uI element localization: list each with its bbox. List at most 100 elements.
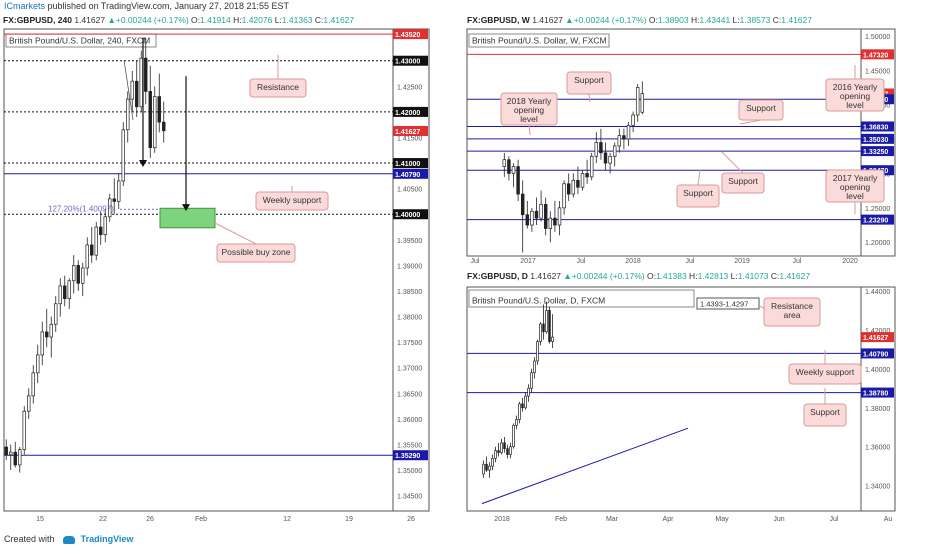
callout-text: Support	[574, 75, 604, 85]
trend-line	[481, 427, 689, 505]
callout-pointer	[721, 151, 744, 174]
candle-body	[521, 403, 524, 409]
y-tick-label: 1.50000	[865, 34, 890, 41]
header-high: 1.42076	[241, 15, 273, 25]
header-symbol: FX:GBPUSD, D	[467, 271, 528, 281]
candle-body	[635, 87, 640, 116]
level-label: 1.35030	[863, 137, 888, 144]
callout-box	[721, 172, 765, 194]
candle-body	[551, 336, 554, 342]
level-label-box	[861, 121, 894, 132]
publisher-brand[interactable]: ICmarkets	[4, 1, 46, 11]
callout-text: 2016 Yearly	[833, 82, 878, 92]
header-change: ▲+0.00244 (+0.17%)	[565, 15, 647, 25]
candle-body	[482, 463, 485, 475]
candle-body	[36, 354, 40, 374]
x-tick-label: 15	[36, 516, 44, 523]
candle-body	[507, 159, 511, 174]
candle-body	[485, 463, 488, 471]
candle-body	[594, 142, 599, 157]
callout-box	[788, 363, 862, 385]
candle-body	[640, 93, 645, 113]
y-tick-label: 1.25000	[865, 206, 890, 213]
callout-pointer	[528, 124, 531, 136]
y-tick-label: 1.39000	[397, 263, 422, 270]
candle-body	[542, 323, 545, 333]
level-label: 1.40790	[395, 172, 420, 179]
callout-box	[566, 71, 612, 95]
candle-body	[103, 216, 107, 236]
y-tick-label: 1.45000	[865, 68, 890, 75]
level-label-box	[861, 214, 894, 225]
callout-text: Weekly support	[796, 367, 855, 377]
candle-body	[545, 310, 548, 333]
footer-brand[interactable]: TradingView	[80, 534, 134, 544]
header-weekly: FX:GBPUSD, W 1.41627 ▲+0.00244 (+0.17%) …	[467, 15, 812, 25]
header-close: 1.41627	[781, 15, 812, 25]
callout-box	[825, 169, 885, 203]
candle-body	[13, 451, 17, 466]
level-label-box	[393, 158, 428, 169]
candle-body	[85, 244, 89, 269]
chart-title: British Pound/U.S. Dollar, 240, FXCM	[9, 36, 150, 46]
callout-box	[255, 191, 329, 211]
candle-body	[509, 446, 512, 455]
down-arrow-head	[139, 160, 147, 168]
y-tick-label: 1.36000	[865, 445, 890, 452]
candle-body	[90, 244, 94, 256]
header-change: ▲+0.00244 (+0.17%)	[563, 271, 645, 281]
candle-body	[153, 96, 157, 149]
footer-bar: Created with TradingView	[0, 529, 932, 550]
candle-body	[626, 124, 631, 140]
candle-body	[516, 166, 520, 195]
y-tick-label: 1.44000	[865, 289, 890, 296]
y-tick-label: 1.37000	[397, 366, 422, 373]
level-label: 1.41627	[863, 335, 888, 342]
callout-text: level	[520, 114, 538, 124]
header-change: ▲+0.00244 (+0.17%)	[107, 15, 189, 25]
y-tick-label: 1.37500	[397, 340, 422, 347]
candle-body	[557, 207, 562, 226]
level-label-box	[861, 332, 894, 343]
x-tick-label: 2017	[520, 258, 536, 265]
level-label: 1.41000	[395, 161, 420, 168]
candle-body	[533, 360, 536, 374]
callout-pointer	[697, 169, 701, 186]
candle-body	[511, 166, 516, 174]
callout-box	[825, 78, 885, 112]
candle-body	[585, 173, 589, 178]
candle-body	[622, 135, 626, 140]
candle-body	[497, 450, 500, 453]
y-tick-label: 1.35500	[397, 442, 422, 449]
callout-box	[763, 297, 821, 327]
candle-body	[603, 152, 608, 164]
header-high: 1.43441	[699, 15, 731, 25]
callout-box	[803, 403, 847, 427]
candle-body	[130, 80, 134, 100]
level-label-box	[393, 106, 428, 117]
candle-body	[536, 341, 539, 362]
buy-zone-rect	[159, 207, 216, 229]
candle-body	[553, 217, 557, 226]
header-daily: FX:GBPUSD, D 1.41627 ▲+0.00244 (+0.17%) …	[467, 271, 811, 281]
level-label: 1.38780	[863, 391, 888, 398]
candle-body	[502, 159, 507, 167]
level-label-box	[861, 133, 894, 144]
candle-body	[589, 155, 594, 178]
x-tick-label: Mar	[606, 516, 619, 523]
x-tick-label: 12	[283, 516, 291, 523]
candle-body	[27, 395, 31, 412]
x-tick-label: 19	[345, 516, 353, 523]
x-tick-label: Apr	[663, 516, 675, 523]
y-tick-label: 1.36500	[397, 391, 422, 398]
x-tick-label: 2018	[625, 258, 641, 265]
candle-body	[534, 210, 539, 219]
chart-panel-0: British Pound/U.S. Dollar, 240, FXCM 1.34…	[3, 28, 430, 523]
chart-panel-2: British Pound/U.S. Dollar, D, FXCM 1.3400…	[466, 286, 896, 523]
callout-text: 2017 Yearly	[833, 173, 878, 183]
candle-body	[500, 442, 503, 453]
callout-text: area	[783, 310, 800, 320]
y-tick-label: 1.38000	[865, 406, 890, 413]
tradingview-logo-icon	[63, 535, 76, 544]
